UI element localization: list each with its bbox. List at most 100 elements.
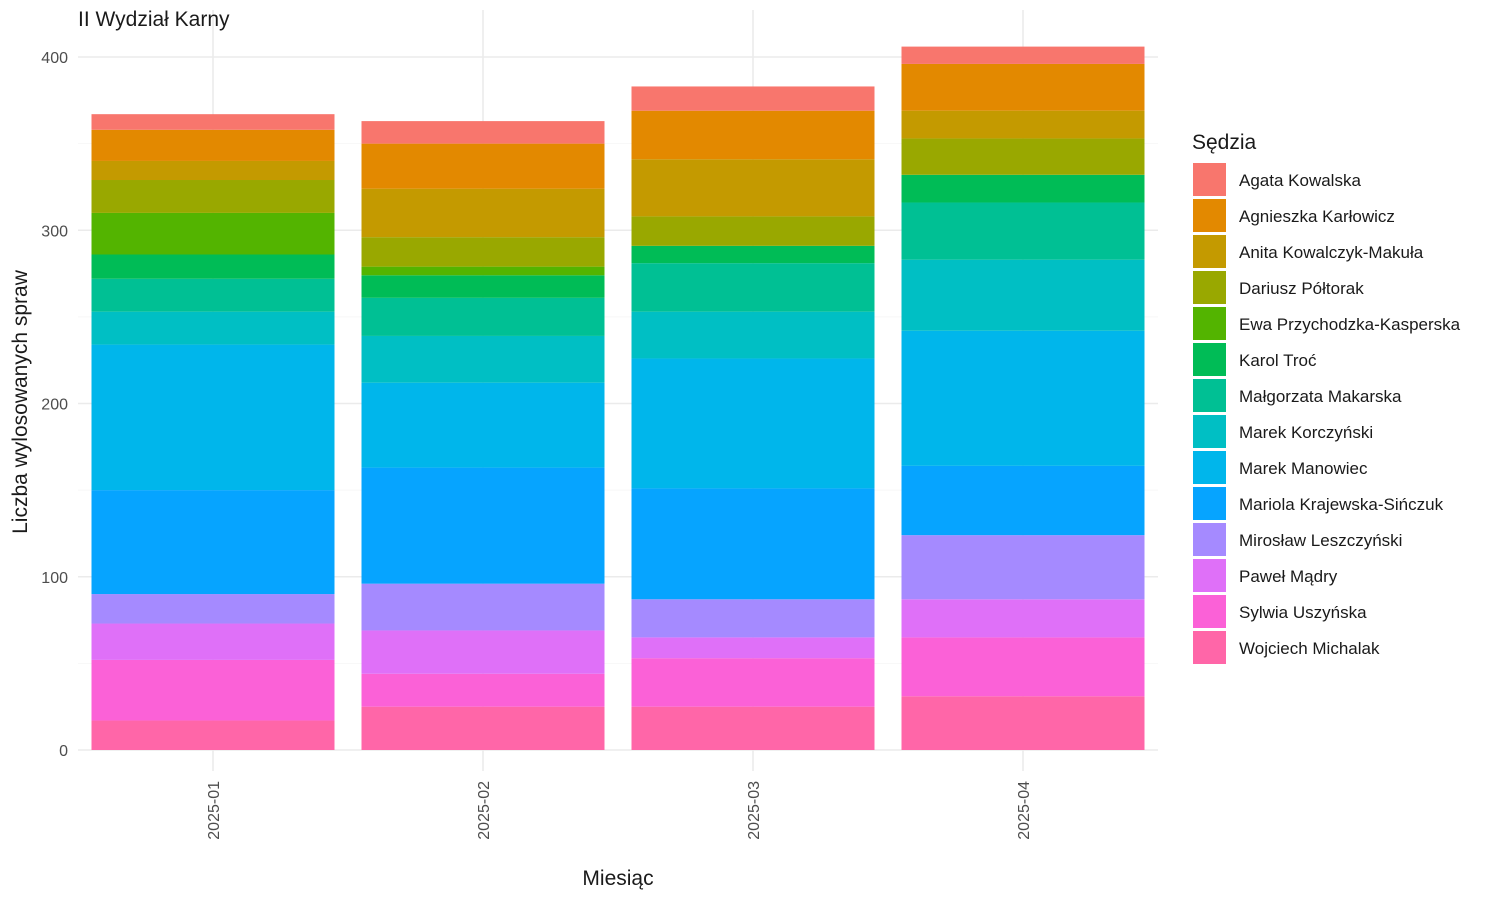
legend-key xyxy=(1193,163,1226,196)
bar-segment xyxy=(901,63,1145,111)
bar-segment xyxy=(631,159,875,217)
legend-key xyxy=(1193,451,1226,484)
bar-segment xyxy=(361,266,605,276)
bar-segment xyxy=(901,330,1145,466)
bar-segment xyxy=(631,488,875,600)
legend-key xyxy=(1193,487,1226,520)
bar-segment xyxy=(91,623,335,660)
legend-label: Małgorzata Makarska xyxy=(1239,387,1402,406)
bar-segment xyxy=(631,706,875,750)
bar-segment xyxy=(361,583,605,631)
bar-segment xyxy=(631,358,875,489)
legend-key xyxy=(1193,307,1226,340)
legend-key xyxy=(1193,271,1226,304)
legend-label: Agata Kowalska xyxy=(1239,171,1361,190)
bar-segment xyxy=(631,263,875,312)
legend-key xyxy=(1193,595,1226,628)
bar-segment xyxy=(91,659,335,721)
bar-segment xyxy=(91,594,335,624)
bar-segment xyxy=(631,110,875,160)
legend-label: Karol Troć xyxy=(1239,351,1317,370)
bar-segment xyxy=(91,114,335,130)
y-tick-label: 0 xyxy=(59,743,68,760)
bar-segment xyxy=(361,121,605,144)
legend-key xyxy=(1193,235,1226,268)
x-axis-title: Miesiąc xyxy=(582,867,653,890)
legend-label: Mariola Krajewska-Sińczuk xyxy=(1239,495,1444,514)
bar-segment xyxy=(361,673,605,707)
bar-segment xyxy=(631,245,875,264)
bar-segment xyxy=(361,275,605,298)
bar-segment xyxy=(631,216,875,246)
bar-segment xyxy=(901,202,1145,260)
y-axis-ticks: 0 100 200 300 400 xyxy=(41,50,68,760)
bar-segment xyxy=(901,259,1145,331)
bar-segment xyxy=(91,160,335,181)
legend-label: Agnieszka Karłowicz xyxy=(1239,207,1395,226)
bar-segment xyxy=(91,212,335,255)
x-tick-label: 2025-04 xyxy=(1016,781,1033,840)
legend-label: Dariusz Półtorak xyxy=(1239,279,1364,298)
x-tick-label: 2025-02 xyxy=(476,781,493,840)
bar-segment xyxy=(901,174,1145,203)
bar-segment xyxy=(91,129,335,161)
legend-label: Marek Manowiec xyxy=(1239,459,1368,478)
legend-title: Sędzia xyxy=(1192,131,1257,154)
bar-segment xyxy=(901,465,1145,536)
bars xyxy=(91,46,1145,750)
bar-segment xyxy=(901,110,1145,139)
bar-segment xyxy=(361,143,605,189)
legend-label: Mirosław Leszczyński xyxy=(1239,531,1402,550)
bar-segment xyxy=(901,535,1145,600)
legend: Sędzia Agata Kowalska Agnieszka Karłowicz… xyxy=(1192,131,1461,664)
bar-segment xyxy=(631,599,875,638)
bar-segment xyxy=(91,344,335,491)
x-tick-label: 2025-03 xyxy=(746,781,763,840)
bar-segment xyxy=(361,630,605,674)
bar-segment xyxy=(901,138,1145,175)
bar-segment xyxy=(361,467,605,584)
chart-title: II Wydział Karny xyxy=(78,8,230,31)
x-axis-ticks: 2025-01 2025-02 2025-03 2025-04 xyxy=(206,781,1033,840)
bar-segment xyxy=(361,297,605,336)
bar-segment xyxy=(901,599,1145,638)
legend-key xyxy=(1193,343,1226,376)
bar-segment xyxy=(91,254,335,279)
bar-segment xyxy=(901,696,1145,750)
bar-segment xyxy=(631,311,875,359)
bar-segment xyxy=(361,706,605,750)
bar-segment xyxy=(361,335,605,383)
legend-key xyxy=(1193,199,1226,232)
legend-key xyxy=(1193,415,1226,448)
bar-segment xyxy=(91,490,335,595)
legend-label: Marek Korczyński xyxy=(1239,423,1373,442)
bar-segment xyxy=(91,278,335,312)
bar-segment xyxy=(91,311,335,345)
bar-segment xyxy=(91,720,335,750)
y-tick-label: 300 xyxy=(41,223,68,240)
legend-key xyxy=(1193,379,1226,412)
bar-segment xyxy=(901,637,1145,697)
legend-label: Wojciech Michalak xyxy=(1239,639,1380,658)
y-axis-title: Liczba wylosowanych spraw xyxy=(9,269,32,534)
y-tick-label: 400 xyxy=(41,50,68,67)
legend-key xyxy=(1193,631,1226,664)
legend-label: Anita Kowalczyk-Makuła xyxy=(1239,243,1424,262)
bar-segment xyxy=(901,46,1145,64)
legend-label: Ewa Przychodzka-Kasperska xyxy=(1239,315,1461,334)
y-tick-label: 100 xyxy=(41,570,68,587)
y-tick-label: 200 xyxy=(41,397,68,414)
legend-items: Agata Kowalska Agnieszka Karłowicz Anita K… xyxy=(1193,163,1461,664)
legend-key xyxy=(1193,523,1226,556)
bar-segment xyxy=(361,237,605,267)
bar-segment xyxy=(91,180,335,213)
legend-key xyxy=(1193,559,1226,592)
x-tick-label: 2025-01 xyxy=(206,781,223,840)
legend-label: Paweł Mądry xyxy=(1239,567,1338,586)
bar-segment xyxy=(631,86,875,111)
bar-segment xyxy=(631,637,875,659)
bar-segment xyxy=(361,382,605,468)
bar-segment xyxy=(361,188,605,238)
legend-label: Sylwia Uszyńska xyxy=(1239,603,1367,622)
